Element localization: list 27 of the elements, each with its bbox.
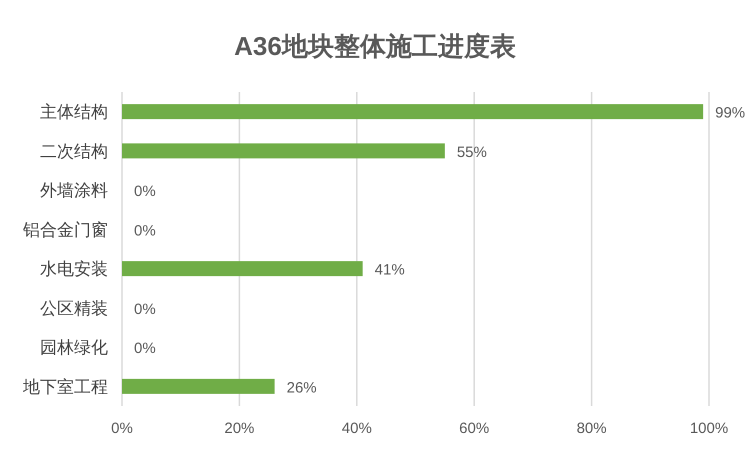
bar [122, 261, 363, 276]
bar [122, 378, 275, 394]
x-tick-label: 100% [690, 420, 728, 437]
x-tick-label: 40% [342, 420, 372, 437]
data-label: 41% [374, 262, 405, 279]
y-tick-label: 水电安装 [40, 260, 108, 279]
x-tick-label: 20% [224, 420, 254, 437]
data-label: 0% [134, 222, 156, 240]
y-tick-label: 铝合金门窗 [22, 220, 108, 240]
y-tick-label: 园林绿化 [40, 338, 108, 358]
x-tick-label: 80% [576, 420, 607, 437]
y-tick-label: 主体结构 [40, 102, 108, 122]
bar [122, 143, 445, 158]
y-tick-label: 地下室工程 [22, 377, 108, 396]
data-label: 0% [134, 300, 156, 318]
bar [122, 104, 704, 120]
data-label: 55% [456, 144, 487, 161]
y-tick-label: 二次结构 [40, 142, 108, 161]
data-label: 0% [134, 340, 156, 358]
y-tick-label: 公区精装 [40, 298, 108, 318]
x-tick-label: 0% [111, 420, 133, 437]
data-label: 0% [134, 183, 156, 200]
chart-title: A36地块整体施工进度表 [234, 31, 516, 61]
y-tick-label: 外墙涂料 [40, 181, 108, 200]
data-label: 26% [286, 379, 317, 396]
data-label: 99% [715, 104, 746, 122]
x-tick-label: 60% [459, 420, 490, 437]
